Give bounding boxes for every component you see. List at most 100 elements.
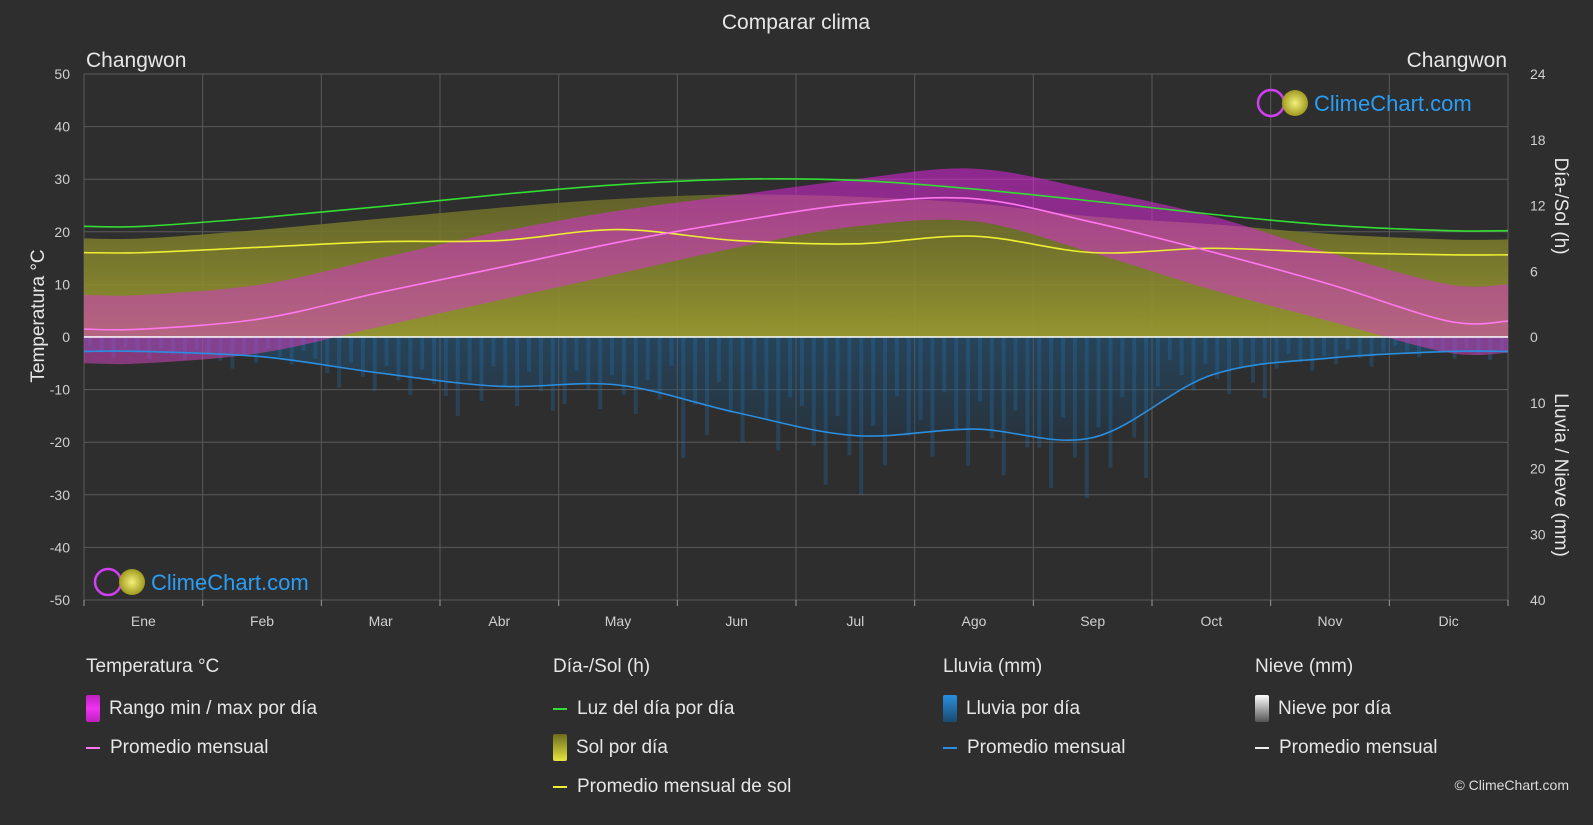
rain-avg-line <box>83 350 1509 441</box>
rain-bar <box>1001 337 1006 476</box>
tick-label-precip: 20 <box>1530 461 1546 477</box>
rain-bar <box>1227 337 1232 395</box>
rain-bar <box>740 337 745 443</box>
rain-bar <box>408 337 413 395</box>
snow-avg-swatch-icon <box>1255 746 1269 749</box>
rain-bar <box>788 337 793 398</box>
rain-bar <box>384 337 389 366</box>
rain-bar <box>598 337 603 409</box>
rain-bar <box>1381 337 1386 352</box>
chart-title: Comparar clima <box>722 11 871 34</box>
rain-bar <box>669 337 674 366</box>
tick-label-temp: 50 <box>54 66 70 82</box>
tick-label-temp: -50 <box>50 592 70 608</box>
rain-bar <box>681 337 686 458</box>
logo-text: ClimeChart.com <box>151 570 309 595</box>
rain-bar <box>764 337 769 421</box>
rain-bar <box>325 337 330 374</box>
rain-bar <box>1357 337 1362 359</box>
legend-temp-avg-label: Promedio mensual <box>110 736 269 758</box>
climate-chart: Comparar clima Changwon Changwon 50 40 30 2… <box>28 11 1571 629</box>
rain-bar <box>811 337 816 446</box>
rain-bar <box>705 337 709 436</box>
tick-label-month: Ene <box>131 613 156 629</box>
rain-bar <box>1167 337 1172 360</box>
logo-text: ClimeChart.com <box>1314 91 1472 116</box>
rain-bar <box>467 337 472 382</box>
rain-bar <box>1179 337 1184 376</box>
rain-bar <box>977 337 982 402</box>
rain-bar <box>989 337 994 439</box>
rain-bar <box>1025 337 1030 448</box>
temp-range-fill <box>84 168 1508 365</box>
rain-bar <box>1250 337 1255 383</box>
temp-avg-swatch-icon <box>86 746 100 749</box>
rain-bar <box>633 337 638 414</box>
tick-label-month: Sep <box>1080 613 1105 629</box>
tick-label-temp: 0 <box>62 329 70 345</box>
legend-temp-range: Rango min / max por día <box>86 689 317 728</box>
rain-bar <box>1405 337 1410 352</box>
rain-bar <box>1096 337 1101 428</box>
tick-label-temp: -40 <box>50 539 70 555</box>
legend-sun: Día-/Sol (h) Luz del día por día Sol por… <box>553 655 791 806</box>
rain-bar <box>1333 337 1338 365</box>
tick-label-month: Abr <box>488 613 510 629</box>
rain-bar <box>1310 337 1315 371</box>
legend-snow-avg: Promedio mensual <box>1255 728 1437 767</box>
rain-bar <box>954 337 959 430</box>
legend-sun-label: Sol por día <box>576 736 668 758</box>
rain-bar <box>1155 337 1160 387</box>
rain-bar <box>1286 337 1291 354</box>
rain-bar <box>349 337 353 363</box>
rain-bar <box>716 337 721 383</box>
axis-left-label: Temperatura °C <box>28 249 49 382</box>
tick-label-temp: 20 <box>54 224 70 240</box>
rain-bar <box>1215 337 1220 379</box>
rain-bar <box>883 337 887 466</box>
rain-bar <box>752 337 757 390</box>
legend-rain-per-day: Lluvia por día <box>943 689 1125 728</box>
rain-bar <box>835 337 840 416</box>
tick-label-month: May <box>605 613 631 629</box>
rain-bar <box>859 337 864 495</box>
temp-avg-line <box>83 196 1509 331</box>
tick-label-sun: 12 <box>1530 198 1546 214</box>
rain-bar <box>1191 337 1196 391</box>
logo-top[interactable]: ClimeChart.com <box>1256 88 1472 118</box>
rain-bar <box>942 337 947 393</box>
sun-swatch-icon <box>553 734 567 761</box>
legend-temp-range-label: Rango min / max por día <box>109 697 318 719</box>
tick-label-sun: 24 <box>1530 66 1546 82</box>
rain-bar <box>776 337 781 451</box>
axis-ticks: 50 40 30 20 10 0 -10 -20 -30 -40 -50 Ene Feb Mar Abr Ma… <box>50 66 1546 629</box>
rain-area <box>84 337 1508 441</box>
logo-sun-icon <box>1282 90 1308 116</box>
legend-snow-title: Nieve (mm) <box>1255 656 1354 677</box>
rain-bar <box>491 337 496 367</box>
rain-bar <box>455 337 460 416</box>
rain-bar <box>479 337 484 402</box>
rain-bar <box>420 337 425 370</box>
rain-bar <box>1393 337 1398 346</box>
rain-bar <box>728 337 733 413</box>
rain-bar <box>1013 337 1018 411</box>
series-lines <box>83 177 1509 441</box>
legend-sun-avg-label: Promedio mensual de sol <box>577 775 792 797</box>
rain-bar <box>894 337 899 397</box>
rain-bar <box>1072 337 1077 458</box>
legend-daylight-label: Luz del día por día <box>577 697 735 719</box>
rain-bar <box>574 337 579 371</box>
tick-label-precip: 40 <box>1530 592 1546 608</box>
tick-label-month: Nov <box>1318 613 1343 629</box>
rain-bar <box>1120 337 1125 398</box>
tick-label-temp: 10 <box>54 276 70 292</box>
logo-bottom[interactable]: ClimeChart.com <box>93 567 309 597</box>
daylight-line <box>83 177 1509 232</box>
rain-bar <box>1061 337 1065 418</box>
rain-bar <box>823 337 828 485</box>
rain-bar <box>515 337 520 407</box>
temperature-range-area <box>84 168 1508 365</box>
legend-rain-title: Lluvia (mm) <box>943 656 1043 677</box>
rain-bar <box>360 337 365 377</box>
